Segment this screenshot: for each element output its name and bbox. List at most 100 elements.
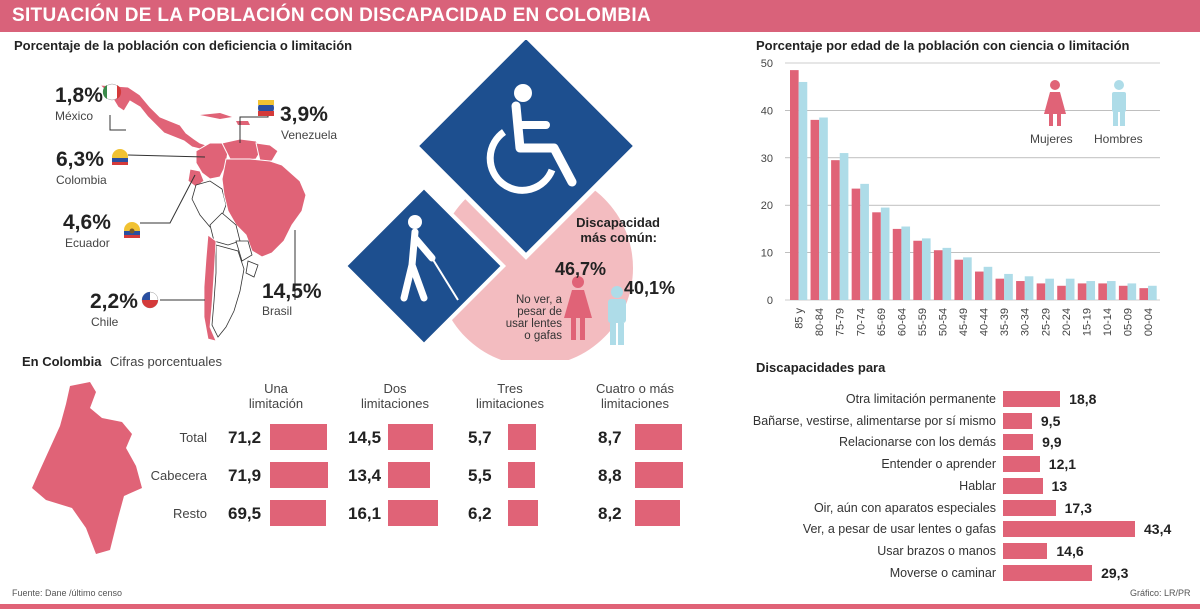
page-title: SITUACIÓN DE LA POBLACIÓN CON DISCAPACID… (12, 5, 651, 26)
table-bar (270, 500, 326, 526)
age-chart-title: Porcentaje por edad de la población con … (756, 38, 1130, 53)
disability-bar (1003, 412, 1032, 429)
x-tick-label: 30-34 (1020, 308, 1032, 336)
disability-bar (1003, 434, 1034, 451)
bar-hombres (880, 207, 890, 300)
women-value: 46,7% (555, 259, 607, 279)
category-label: Oir, aún con aparatos especiales (813, 500, 996, 515)
disability-bar (1003, 564, 1093, 581)
source-note: Fuente: Dane /último censo (12, 588, 123, 598)
bar-hombres (983, 266, 993, 300)
bar-mujeres (790, 70, 799, 300)
common-disability-title-1: Discapacidad (576, 215, 660, 230)
row-label: Resto (173, 506, 207, 521)
table-value: 13,4 (348, 466, 382, 485)
bar-mujeres (1139, 288, 1149, 300)
chile-value: 2,2% (90, 290, 138, 313)
bar-hombres (1024, 276, 1034, 300)
table-bar (508, 500, 538, 526)
bar-hombres (839, 153, 849, 300)
bar-mujeres (892, 228, 902, 300)
category-label: Moverse o caminar (889, 565, 996, 580)
bar-value: 43,4 (1144, 521, 1172, 538)
table-bar (508, 424, 536, 450)
bar-hombres (1106, 281, 1116, 300)
table-bar (635, 500, 680, 526)
category-label: Hablar (959, 478, 996, 493)
category-label: Entender o aprender (881, 457, 996, 472)
common-disability-title-2: más común: (580, 230, 657, 245)
col-header-2: Dos limitaciones (361, 381, 429, 411)
colombia-map (32, 382, 142, 554)
table-value: 16,1 (348, 504, 382, 523)
chile-shape (203, 234, 217, 342)
x-tick-label: 40-44 (979, 308, 991, 336)
x-tick-label: 25-29 (1040, 308, 1052, 336)
bar-mujeres (954, 259, 964, 300)
bar-mujeres (1077, 283, 1087, 300)
colombia-table-title: En Colombia (22, 354, 102, 369)
chile-label: Chile (91, 315, 119, 329)
bar-mujeres (872, 212, 881, 300)
table-bar (388, 500, 438, 526)
bar-value: 18,8 (1069, 391, 1097, 407)
y-tick-label: 20 (761, 200, 773, 212)
y-tick-label: 30 (761, 153, 773, 165)
bar-mujeres (975, 271, 984, 300)
col-header-1: Una limitación (248, 381, 304, 411)
ecuador-flag-icon (124, 222, 140, 238)
col-header-3: Tres limitaciones (476, 381, 544, 411)
bar-mujeres (1057, 285, 1066, 300)
signs-graphic (341, 40, 640, 360)
category-label: Relacionarse con los demás (838, 435, 996, 450)
y-tick-label: 10 (761, 248, 773, 260)
table-bar (388, 424, 433, 450)
mexico-label: México (55, 109, 94, 123)
bar-hombres (921, 238, 931, 300)
x-tick-label: 50-54 (938, 308, 950, 336)
mexico-value: 1,8% (55, 84, 103, 107)
bar-mujeres (1036, 283, 1046, 300)
table-value: 5,7 (468, 428, 492, 447)
x-tick-label: 20-24 (1061, 308, 1073, 336)
bar-mujeres (851, 188, 861, 300)
venezuela-value: 3,9% (280, 103, 328, 126)
map-section-title: Porcentaje de la población con deficienc… (14, 38, 353, 53)
bar-hombres (1004, 273, 1013, 300)
category-label: Ver, a pesar de usar lentes o gafas (802, 522, 996, 537)
mexico-shape (98, 84, 208, 150)
disability-bar (1003, 391, 1061, 407)
x-tick-label: 60-64 (896, 308, 908, 336)
bar-hombres (819, 117, 828, 300)
legend-women-label: Mujeres (1030, 132, 1073, 146)
x-tick-label: 55-59 (917, 308, 929, 336)
bar-mujeres (995, 278, 1005, 300)
man-icon (608, 286, 626, 345)
bar-hombres (1127, 283, 1137, 300)
bar-value: 14,6 (1056, 542, 1084, 559)
legend-men-label: Hombres (1094, 132, 1143, 146)
chile-flag-icon (141, 291, 159, 309)
bar-value: 9,9 (1042, 434, 1062, 451)
row-label: Total (179, 430, 207, 445)
table-value: 6,2 (468, 504, 492, 523)
bar-mujeres (933, 250, 943, 300)
category-label: Usar brazos o manos (877, 543, 996, 558)
bar-hombres (942, 247, 952, 300)
bottom-rule (0, 604, 1200, 609)
table-value: 8,2 (598, 504, 622, 523)
bar-hombres (1148, 285, 1157, 300)
table-bar (388, 462, 430, 488)
bar-value: 13 (1051, 477, 1068, 494)
disability-bar (1003, 477, 1043, 494)
x-tick-label: 80-84 (814, 308, 826, 336)
bar-hombres (860, 183, 869, 300)
row-label: Cabecera (150, 468, 207, 483)
woman-icon (564, 276, 592, 340)
x-tick-label: 45-49 (958, 308, 970, 336)
x-tick-label: 85 y (794, 308, 806, 329)
category-label: Bañarse, vestirse, alimentarse por sí mi… (752, 413, 996, 428)
colombia-shape (195, 142, 229, 180)
bar-mujeres (831, 160, 840, 300)
y-tick-label: 0 (767, 295, 773, 307)
